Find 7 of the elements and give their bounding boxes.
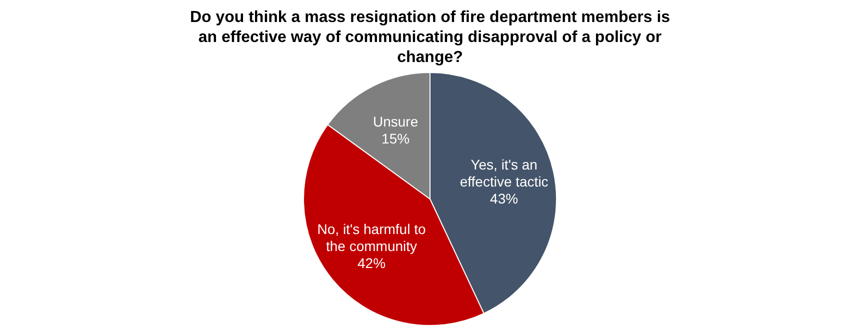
slice-label: Yes, it's an effective tactic xyxy=(460,156,548,190)
slice-label: No, it's harmful to the community xyxy=(317,221,426,254)
data-label: 42% xyxy=(358,255,386,272)
slice-label: Unsure xyxy=(372,114,418,130)
data-label: 15% xyxy=(382,130,410,147)
chart-title: Do you think a mass resignation of fire department members is an effective way of communicating disapproval of a policy or change? xyxy=(188,8,672,68)
data-label: 43% xyxy=(490,190,518,206)
